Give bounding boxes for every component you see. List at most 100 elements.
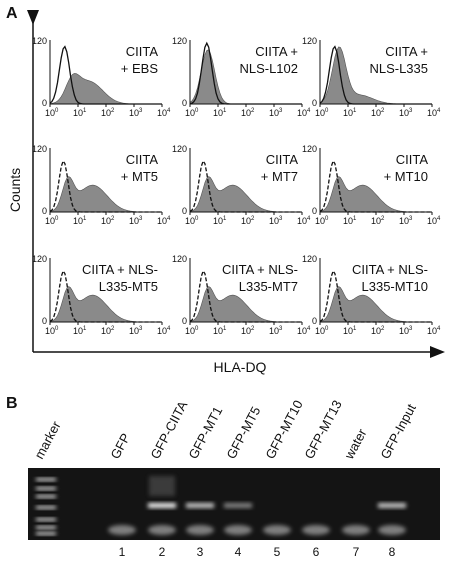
x-tick-label: 104 — [427, 326, 441, 336]
panel-title: CIITA — [266, 152, 299, 167]
lane-number: 3 — [197, 545, 204, 559]
x-tick-exponent: 1 — [83, 216, 87, 222]
band — [224, 525, 252, 535]
y-tick-label: 120 — [32, 36, 47, 46]
band — [302, 525, 330, 535]
lane-label: GFP — [107, 431, 133, 462]
x-tick-exponent: 1 — [353, 216, 357, 222]
x-tick-base: 10 — [269, 326, 279, 336]
panel-title: CIITA + NLS- — [352, 262, 428, 277]
x-tick-base: 10 — [45, 216, 55, 226]
lane-label: GFP-MT13 — [301, 398, 344, 462]
x-tick-base: 10 — [157, 326, 167, 336]
x-tick-label: 103 — [129, 216, 143, 226]
x-tick-base: 10 — [315, 108, 325, 118]
x-tick-base: 10 — [129, 326, 139, 336]
x-tick-exponent: 3 — [409, 216, 413, 222]
x-tick-exponent: 2 — [111, 108, 115, 114]
x-tick-label: 102 — [241, 216, 255, 226]
band — [186, 525, 214, 535]
x-tick-base: 10 — [129, 108, 139, 118]
x-tick-base: 10 — [45, 108, 55, 118]
y-tick-label: 0 — [312, 206, 317, 216]
x-tick-exponent: 4 — [167, 326, 171, 332]
x-tick-exponent: 3 — [279, 108, 283, 114]
band — [149, 476, 175, 496]
lane-label: GFP-MT10 — [262, 398, 305, 462]
x-tick-label: 101 — [73, 108, 87, 118]
y-axis-label: Counts — [7, 168, 23, 212]
band — [378, 525, 406, 535]
x-tick-base: 10 — [185, 216, 195, 226]
ladder-band — [36, 526, 56, 529]
x-tick-label: 102 — [241, 108, 255, 118]
x-tick-exponent: 2 — [381, 108, 385, 114]
x-tick-base: 10 — [371, 108, 381, 118]
x-tick-exponent: 2 — [381, 216, 385, 222]
x-axis-label: HLA-DQ — [214, 359, 267, 375]
x-tick-exponent: 3 — [279, 216, 283, 222]
x-tick-exponent: 1 — [353, 326, 357, 332]
y-tick-label: 120 — [302, 254, 317, 264]
panel-title: CIITA + — [255, 44, 298, 59]
panel-title: + MT5 — [121, 169, 158, 184]
x-tick-exponent: 3 — [279, 326, 283, 332]
x-tick-label: 103 — [269, 326, 283, 336]
y-tick-label: 120 — [172, 144, 187, 154]
x-tick-label: 102 — [371, 216, 385, 226]
x-tick-base: 10 — [129, 216, 139, 226]
x-tick-label: 103 — [129, 326, 143, 336]
band — [378, 503, 406, 508]
lane-label: GFP-Input — [377, 401, 419, 461]
x-tick-label: 102 — [101, 326, 115, 336]
panel-title: + EBS — [121, 61, 159, 76]
x-tick-base: 10 — [399, 326, 409, 336]
y-tick-label: 0 — [312, 316, 317, 326]
x-tick-base: 10 — [241, 326, 251, 336]
x-tick-exponent: 4 — [167, 216, 171, 222]
band — [224, 503, 252, 508]
lane-label: GFP-CIITA — [147, 398, 190, 461]
band — [148, 525, 176, 535]
x-tick-base: 10 — [73, 108, 83, 118]
x-tick-base: 10 — [427, 108, 437, 118]
y-tick-label: 0 — [182, 98, 187, 108]
y-tick-label: 0 — [182, 206, 187, 216]
band — [148, 503, 176, 508]
x-tick-label: 102 — [101, 108, 115, 118]
panel-label: B — [6, 395, 18, 412]
x-tick-exponent: 2 — [111, 216, 115, 222]
y-tick-label: 120 — [302, 144, 317, 154]
x-tick-label: 100 — [45, 108, 59, 118]
x-tick-base: 10 — [185, 326, 195, 336]
x-tick-base: 10 — [241, 216, 251, 226]
x-tick-exponent: 4 — [307, 216, 311, 222]
x-tick-label: 101 — [73, 326, 87, 336]
panel-title: CIITA + NLS- — [82, 262, 158, 277]
ladder-band — [36, 478, 56, 481]
x-tick-exponent: 4 — [167, 108, 171, 114]
x-tick-exponent: 0 — [195, 108, 199, 114]
x-tick-base: 10 — [213, 108, 223, 118]
x-tick-exponent: 1 — [83, 108, 87, 114]
y-tick-label: 120 — [32, 144, 47, 154]
x-tick-label: 100 — [315, 216, 329, 226]
band — [186, 503, 214, 508]
x-tick-label: 100 — [315, 326, 329, 336]
x-tick-label: 103 — [269, 216, 283, 226]
x-tick-label: 101 — [343, 326, 357, 336]
x-tick-base: 10 — [73, 216, 83, 226]
x-tick-exponent: 4 — [307, 108, 311, 114]
x-tick-label: 101 — [343, 216, 357, 226]
x-tick-label: 103 — [269, 108, 283, 118]
x-tick-label: 104 — [297, 326, 311, 336]
panel-title: CIITA — [396, 152, 429, 167]
x-tick-exponent: 1 — [353, 108, 357, 114]
band — [342, 525, 370, 535]
x-tick-base: 10 — [343, 216, 353, 226]
ladder-band — [36, 495, 56, 498]
ladder-band — [36, 532, 56, 535]
panel-title: + MT7 — [261, 169, 298, 184]
x-tick-base: 10 — [241, 108, 251, 118]
